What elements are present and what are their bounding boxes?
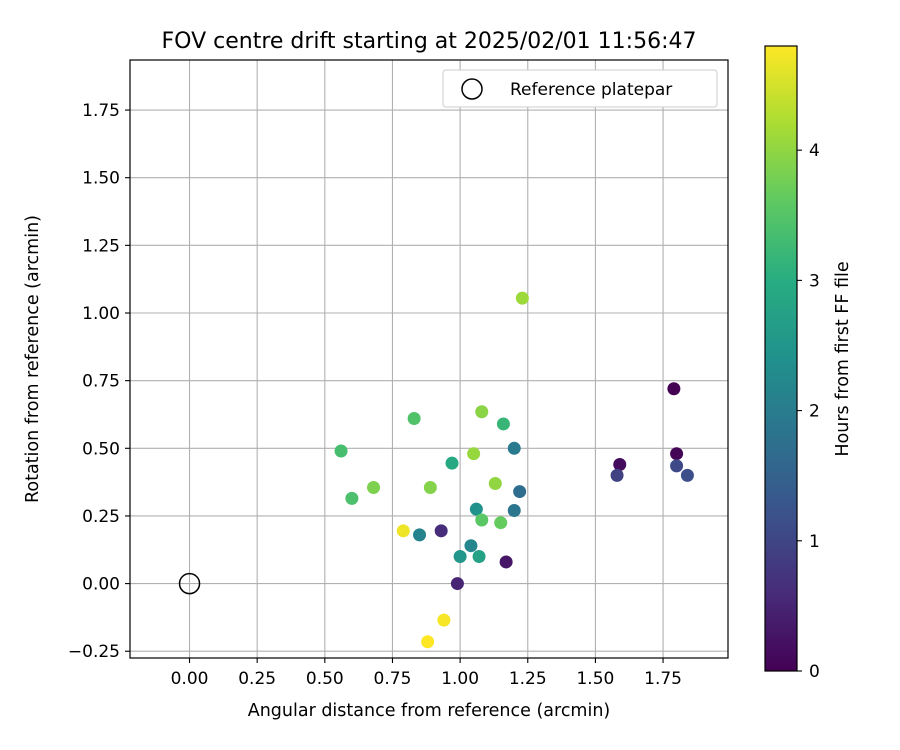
y-tick-label: 1.50 bbox=[82, 169, 120, 189]
y-tick-label: −0.25 bbox=[68, 642, 120, 662]
data-point bbox=[670, 447, 684, 461]
data-point bbox=[469, 502, 483, 516]
data-point bbox=[421, 635, 435, 649]
x-tick-label: 0.25 bbox=[238, 669, 276, 689]
data-point bbox=[334, 444, 348, 458]
data-point bbox=[488, 476, 502, 490]
colorbar-gradient bbox=[764, 45, 798, 672]
data-point bbox=[464, 539, 478, 553]
x-tick-label: 1.00 bbox=[441, 669, 479, 689]
x-axis-label: Angular distance from reference (arcmin) bbox=[248, 701, 611, 721]
legend-marker-icon bbox=[461, 78, 483, 100]
data-point bbox=[407, 412, 421, 426]
x-tick-label: 0.00 bbox=[171, 669, 209, 689]
colorbar-tick-label: 3 bbox=[809, 271, 820, 291]
grid-lines bbox=[130, 60, 728, 658]
y-axis-label: Rotation from reference (arcmin) bbox=[23, 215, 43, 503]
data-point bbox=[423, 481, 437, 495]
data-point bbox=[445, 456, 459, 470]
colorbar-tick-label: 4 bbox=[809, 141, 820, 161]
chart-title: FOV centre drift starting at 2025/02/01 … bbox=[162, 29, 697, 54]
y-tick-label: 1.25 bbox=[82, 236, 120, 256]
data-point bbox=[437, 613, 451, 627]
data-points bbox=[334, 291, 694, 649]
data-point bbox=[413, 528, 427, 542]
x-axis-ticks: 0.00 0.25 0.50 0.75 1.00 1.25 1.50 1.75 bbox=[171, 658, 682, 689]
legend-box bbox=[442, 69, 718, 108]
data-point bbox=[507, 441, 521, 455]
x-tick-label: 1.75 bbox=[644, 669, 682, 689]
y-axis-ticks: −0.25 0.00 0.25 0.50 0.75 1.00 1.25 1.50 1.75 bbox=[68, 101, 130, 662]
data-point bbox=[367, 481, 381, 495]
x-tick-label: 1.25 bbox=[509, 669, 547, 689]
y-tick-label: 1.00 bbox=[82, 304, 120, 324]
data-point bbox=[515, 291, 529, 305]
colorbar-ticks: 0 1 2 3 4 bbox=[797, 141, 820, 682]
data-point bbox=[507, 504, 521, 518]
x-tick-label: 1.50 bbox=[576, 669, 614, 689]
colorbar: 0 1 2 3 4 Hours from first FF file bbox=[764, 45, 853, 682]
data-point bbox=[610, 468, 624, 482]
legend: Reference platepar bbox=[442, 69, 718, 108]
data-point bbox=[467, 447, 481, 461]
plot-frame bbox=[129, 59, 729, 659]
data-point bbox=[434, 524, 448, 538]
data-point bbox=[670, 459, 684, 473]
data-point bbox=[472, 550, 486, 564]
data-point bbox=[475, 405, 489, 419]
data-point bbox=[453, 550, 467, 564]
colorbar-tick-label: 1 bbox=[809, 532, 820, 552]
colorbar-tick-label: 2 bbox=[809, 402, 820, 422]
data-point bbox=[513, 485, 527, 499]
colorbar-tick-label: 0 bbox=[809, 662, 820, 682]
data-point bbox=[475, 513, 489, 527]
colorbar-label: Hours from first FF file bbox=[833, 261, 853, 456]
reference-layer bbox=[178, 572, 201, 595]
y-tick-label: 1.75 bbox=[82, 101, 120, 121]
y-tick-label: 0.75 bbox=[82, 372, 120, 392]
data-point bbox=[499, 555, 513, 569]
y-tick-label: 0.50 bbox=[82, 439, 120, 459]
x-tick-label: 0.75 bbox=[374, 669, 412, 689]
reference-point-marker bbox=[178, 572, 201, 595]
data-point bbox=[613, 458, 627, 472]
data-point bbox=[667, 382, 681, 396]
legend-label: Reference platepar bbox=[510, 80, 672, 100]
data-point bbox=[496, 417, 510, 431]
data-point bbox=[450, 577, 464, 591]
y-tick-label: 0.00 bbox=[82, 575, 120, 595]
data-point bbox=[494, 516, 508, 530]
x-tick-label: 0.50 bbox=[306, 669, 344, 689]
data-point bbox=[345, 491, 359, 505]
data-point bbox=[680, 468, 694, 482]
y-tick-label: 0.25 bbox=[82, 507, 120, 527]
data-point bbox=[396, 524, 410, 538]
